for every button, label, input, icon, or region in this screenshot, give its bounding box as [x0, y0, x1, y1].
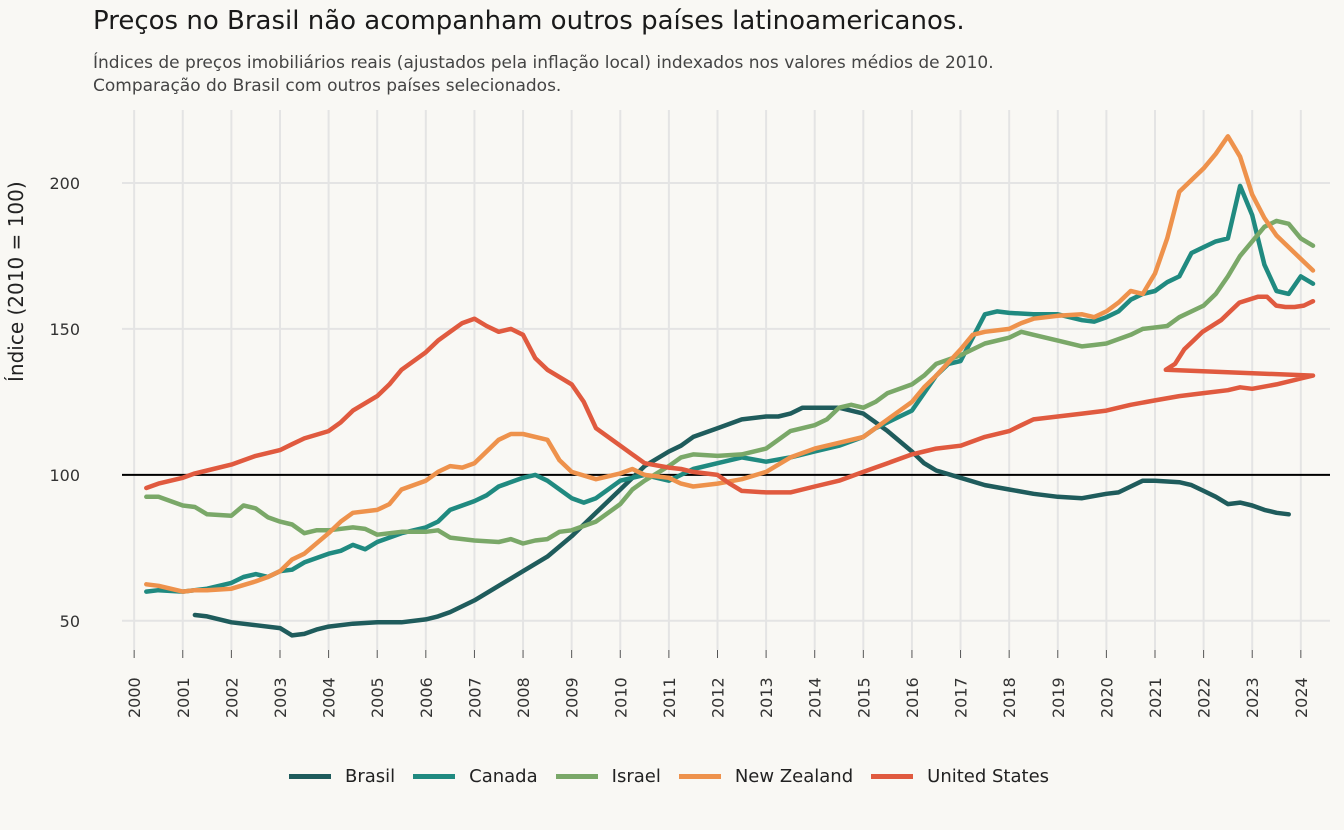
legend-swatch — [288, 774, 331, 779]
chart-title: Preços no Brasil não acompanham outros p… — [93, 6, 965, 36]
legend-swatch — [678, 774, 721, 779]
x-tick-label: 2020 — [1097, 677, 1116, 718]
legend-label: Canada — [469, 766, 538, 787]
x-tick-label: 2005 — [368, 677, 387, 718]
x-tick-label: 2014 — [806, 677, 825, 718]
x-tick-label: 2016 — [903, 677, 922, 718]
subtitle-line-2: Comparação do Brasil com outros países s… — [93, 76, 562, 96]
x-tick-label: 2007 — [465, 677, 484, 718]
x-tick-label: 2004 — [320, 677, 339, 718]
x-tick-label: 2019 — [1049, 677, 1068, 718]
legend: Brasil Canada Israel New Zealand United … — [0, 766, 1344, 787]
legend-item: Brasil — [288, 766, 401, 787]
x-tick-label: 2002 — [222, 677, 241, 718]
series-line-israel — [144, 218, 1316, 546]
series-line-brasil — [192, 405, 1291, 638]
series-line-canada — [144, 183, 1316, 594]
series-line-united-states — [144, 294, 1316, 495]
x-tick-label: 2012 — [708, 677, 727, 718]
x-tick-label: 2024 — [1292, 677, 1311, 718]
legend-item: Canada — [413, 766, 544, 787]
y-tick-label: 200 — [49, 174, 80, 193]
x-tick-label: 2008 — [514, 677, 533, 718]
legend-item: Israel — [555, 766, 667, 787]
x-tick-label: 2003 — [271, 677, 290, 718]
legend-label: Israel — [611, 766, 661, 787]
y-tick-label: 50 — [60, 612, 80, 631]
legend-item: New Zealand — [678, 766, 859, 787]
subtitle-line-1: Índices de preços imobiliários reais (aj… — [93, 53, 994, 73]
legend-label: Brasil — [344, 766, 396, 787]
y-tick-label: 150 — [49, 320, 80, 339]
chart-subtitle: Índices de preços imobiliários reais (aj… — [93, 52, 1193, 98]
series-line-new-zealand — [144, 134, 1316, 594]
legend-swatch — [555, 774, 598, 779]
x-tick-label: 2006 — [417, 677, 436, 718]
legend-label: New Zealand — [734, 766, 854, 787]
legend-swatch — [413, 774, 456, 779]
x-tick-label: 2009 — [563, 677, 582, 718]
x-tick-label: 2010 — [611, 677, 630, 718]
x-tick-label: 2018 — [1000, 677, 1019, 718]
legend-label: United States — [927, 766, 1050, 787]
x-tick-label: 2000 — [125, 677, 144, 718]
x-tick-label: 2022 — [1195, 677, 1214, 718]
x-tick-label: 2011 — [660, 677, 679, 718]
x-tick-label: 2001 — [174, 677, 193, 718]
x-tick-label: 2013 — [757, 677, 776, 718]
legend-swatch — [871, 774, 914, 779]
x-tick-label: 2015 — [854, 677, 873, 718]
x-tick-label: 2017 — [952, 677, 971, 718]
legend-item: United States — [871, 766, 1055, 787]
x-tick-label: 2021 — [1146, 677, 1165, 718]
x-tick-label: 2023 — [1243, 677, 1262, 718]
y-tick-label: 100 — [49, 466, 80, 485]
